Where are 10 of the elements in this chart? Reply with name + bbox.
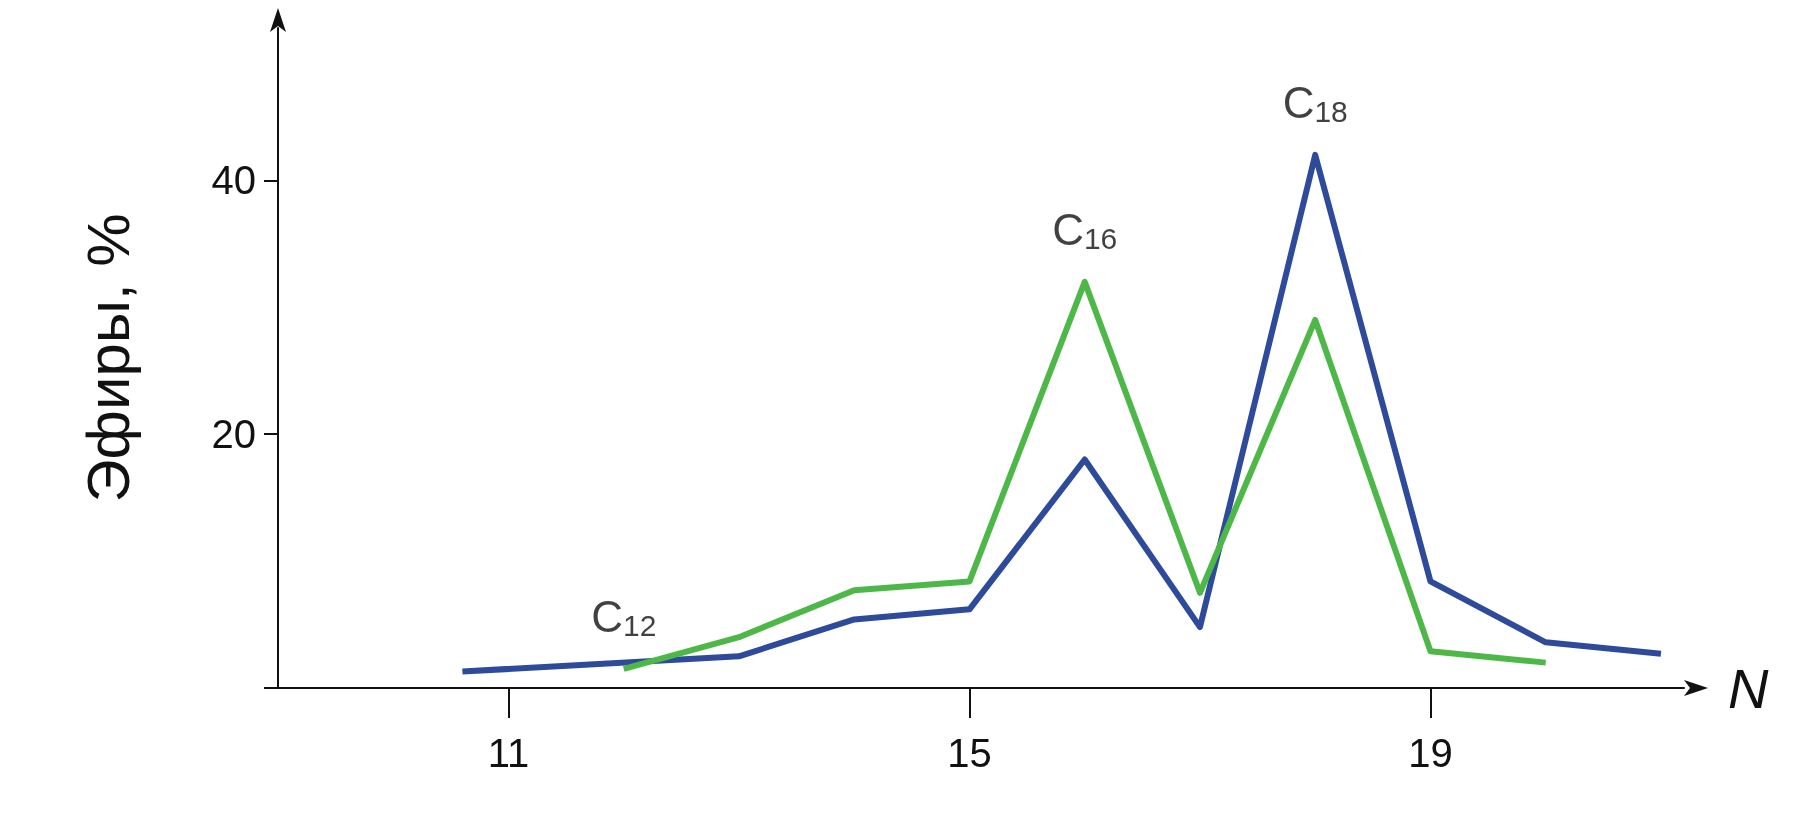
- y-tick-label: 40: [211, 158, 256, 203]
- x-tick-label: 19: [1408, 731, 1453, 775]
- y-axis-title: Эфиры, %: [74, 213, 142, 503]
- annotation: C16: [1052, 205, 1118, 256]
- x-axis-title: N: [1728, 656, 1769, 720]
- annotation: C18: [1282, 78, 1348, 129]
- x-tick-label: 11: [487, 731, 530, 775]
- y-tick-label: 20: [211, 412, 256, 457]
- annotation: C12: [591, 592, 657, 643]
- x-tick-label: 15: [947, 731, 992, 775]
